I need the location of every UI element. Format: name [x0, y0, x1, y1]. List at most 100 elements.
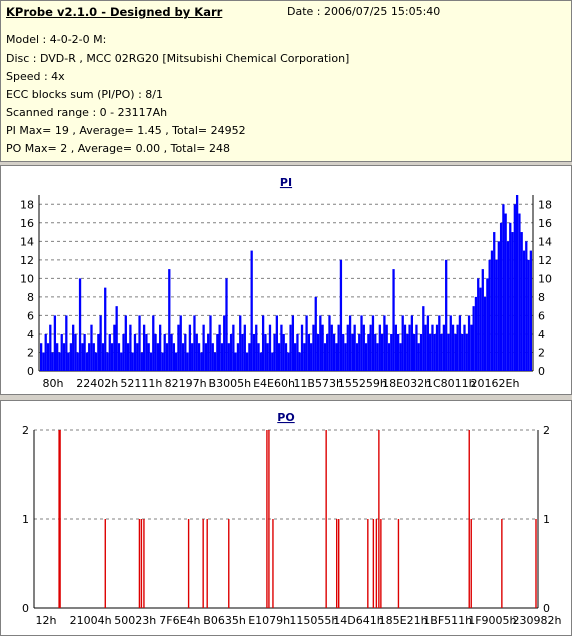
pi-bar [273, 333, 276, 371]
pi-bar [387, 343, 391, 371]
po-xtick-label: E1079h [248, 614, 290, 627]
pi-bar [424, 324, 427, 371]
pi-bar [229, 333, 233, 371]
pi-bar [431, 324, 434, 371]
po-xtick-label: B0635h [203, 614, 246, 627]
pi-bar [56, 343, 59, 371]
po-xtick-label: 12h [36, 614, 57, 627]
pi-bar [419, 333, 423, 371]
pi-ytick-right: 2 [538, 346, 545, 359]
pi-ytick-left: 4 [27, 328, 34, 341]
pi-bar [241, 333, 244, 371]
pi-bar [346, 324, 349, 371]
pi-bar [351, 333, 354, 371]
pi-bar [518, 213, 521, 371]
pi-bar [348, 315, 352, 371]
pi-bar [149, 352, 153, 371]
pi-bar [470, 324, 473, 371]
pi-bar [488, 259, 491, 371]
pi-bar [184, 333, 187, 371]
pi-bar [392, 269, 395, 371]
pi-bar [177, 324, 180, 371]
pi-bar [374, 333, 377, 371]
pi-xtick-label: 155259h [338, 377, 387, 390]
pi-bar [131, 352, 134, 371]
pi-bar [454, 333, 457, 371]
pi-ytick-right: 0 [538, 365, 545, 378]
pi-bar [353, 324, 356, 371]
pi-bar [522, 250, 526, 371]
pi-bar [85, 352, 89, 371]
pi-bar [515, 195, 519, 371]
pi-chart-title: PI [280, 176, 292, 189]
pi-bar [417, 343, 420, 371]
app-title: KProbe v2.1.0 - Designed by Karr [6, 5, 223, 19]
pi-bar [81, 343, 84, 371]
po-xtick-label: 50023h [114, 614, 156, 627]
pi-bar [479, 287, 482, 371]
pi-bar [170, 333, 173, 371]
pi-bar [314, 296, 317, 371]
pi-bar [69, 343, 73, 371]
pi-bar [456, 324, 459, 371]
po-xtick-label: 1F9005h [468, 614, 516, 627]
pi-bar [300, 324, 304, 371]
pi-bar [124, 315, 127, 371]
pi-bar [451, 324, 455, 371]
pi-bar [165, 343, 169, 371]
pi-bar [163, 333, 166, 371]
pi-bar [438, 315, 441, 371]
pi-xtick-label: 52111h [120, 377, 162, 390]
pi-bar [181, 343, 185, 371]
pi-bar [218, 324, 221, 371]
pi-bar [154, 333, 157, 371]
pi-xtick-label: 82197h [165, 377, 207, 390]
pi-bar [211, 343, 214, 371]
pi-xtick-label: 80h [43, 377, 64, 390]
pi-bar [495, 259, 498, 371]
pi-bar [67, 352, 70, 371]
scan-date: Date : 2006/07/25 15:05:40 [287, 5, 441, 18]
pi-bar [101, 343, 105, 371]
pi-bar [330, 324, 333, 371]
pi-bar [129, 324, 132, 371]
pi-bar [337, 324, 340, 371]
pi-bar [202, 324, 205, 371]
pi-bar [236, 343, 240, 371]
pi-bar [367, 333, 370, 371]
pi-xtick-label: 1C8011h [426, 377, 476, 390]
pi-bar [207, 333, 210, 371]
po-chart: PO 0 0 1 1 2 2 12h 21004h 50023h 7F6E4h B0635h E1079… [22, 411, 562, 627]
pi-bar [490, 250, 494, 371]
pi-bar [74, 333, 77, 371]
pi-bar [408, 324, 411, 371]
pi-bar [92, 343, 95, 371]
pi-bar [449, 315, 452, 371]
pi-bar [298, 352, 301, 371]
pi-bar [316, 333, 320, 371]
pi-bar [376, 343, 379, 371]
pi-bar [200, 352, 203, 371]
pi-ytick-right: 4 [538, 328, 545, 341]
pi-bar [461, 333, 464, 371]
pi-bar [360, 315, 363, 371]
pi-bar [525, 241, 528, 371]
pi-bar [410, 315, 414, 371]
pi-bar [319, 315, 322, 371]
pi-bar [227, 343, 230, 371]
pi-bar [49, 324, 52, 371]
pi-bar [401, 315, 404, 371]
pi-ytick-right: 10 [538, 272, 552, 285]
po-chart-panel: PO 0 0 1 1 2 2 12h 21004h 50023h 7F6E4h B0635h E1079… [0, 400, 572, 636]
pi-bar [344, 343, 347, 371]
pi-bar [291, 315, 295, 371]
pi-bar [216, 333, 219, 371]
pi-ytick-left: 0 [27, 365, 34, 378]
pi-bar [60, 333, 63, 371]
pi-bar [394, 324, 397, 371]
pi-bar [310, 343, 313, 371]
pi-bar [156, 343, 159, 371]
pi-bar [44, 333, 47, 371]
pi-bar [188, 324, 192, 371]
pi-bar [197, 343, 201, 371]
